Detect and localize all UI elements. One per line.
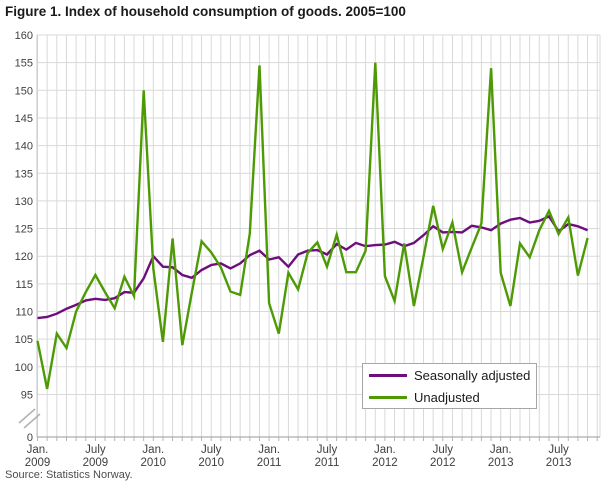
- svg-text:95: 95: [21, 389, 33, 401]
- x-axis-labels: Jan.2009July2009Jan.2010July2010Jan.2011…: [25, 444, 572, 469]
- svg-text:2009: 2009: [83, 457, 109, 469]
- svg-text:July: July: [317, 444, 338, 456]
- svg-text:135: 135: [15, 168, 33, 180]
- svg-text:140: 140: [15, 141, 33, 153]
- svg-text:2012: 2012: [372, 457, 398, 469]
- svg-text:115: 115: [15, 279, 33, 291]
- svg-text:105: 105: [15, 334, 33, 346]
- svg-text:2013: 2013: [488, 457, 514, 469]
- svg-text:125: 125: [15, 224, 33, 236]
- unadjusted-line: [36, 62, 589, 390]
- svg-text:July: July: [201, 444, 222, 456]
- chart-legend: Seasonally adjusted Unadjusted: [362, 363, 537, 409]
- horizontal-gridlines: [37, 34, 600, 395]
- svg-text:0: 0: [27, 432, 33, 444]
- seasonally-adjusted-line-swatch-icon: [369, 373, 407, 377]
- svg-text:120: 120: [15, 251, 33, 263]
- svg-text:2010: 2010: [141, 457, 167, 469]
- unadjusted-line-swatch-icon: [369, 395, 407, 399]
- svg-text:2010: 2010: [198, 457, 224, 469]
- svg-text:100: 100: [15, 362, 33, 374]
- legend-item-unadjusted: Unadjusted: [369, 388, 530, 406]
- svg-text:130: 130: [15, 196, 33, 208]
- svg-text:July: July: [548, 444, 569, 456]
- x-axis-ticks: [37, 437, 598, 441]
- svg-text:July: July: [85, 444, 106, 456]
- svg-text:2012: 2012: [430, 457, 456, 469]
- legend-label-unadjusted: Unadjusted: [414, 389, 480, 405]
- chart-title: Figure 1. Index of household consumption…: [5, 4, 406, 19]
- source-note: Source: Statistics Norway.: [5, 469, 133, 481]
- y-axis-labels: 160 155 150 145 140 135 130 125 120 115 110 105 100 9…: [15, 30, 33, 444]
- svg-text:Jan.: Jan.: [27, 444, 49, 456]
- svg-text:2013: 2013: [546, 457, 572, 469]
- svg-text:Jan.: Jan.: [490, 444, 512, 456]
- legend-label-seasonally-adjusted: Seasonally adjusted: [414, 367, 531, 383]
- svg-text:Jan.: Jan.: [258, 444, 280, 456]
- svg-text:160: 160: [15, 30, 33, 42]
- axis-break-icon: [18, 408, 41, 429]
- svg-text:Jan.: Jan.: [374, 444, 396, 456]
- svg-text:150: 150: [15, 85, 33, 97]
- legend-item-seasonally-adjusted: Seasonally adjusted: [369, 366, 530, 384]
- svg-text:110: 110: [15, 307, 33, 319]
- vertical-gridlines: [37, 35, 601, 437]
- svg-text:2011: 2011: [257, 457, 282, 469]
- seasonally-adjusted-line: [37, 214, 589, 320]
- svg-text:July: July: [433, 444, 454, 456]
- svg-text:145: 145: [15, 113, 33, 125]
- svg-text:Jan.: Jan.: [142, 444, 164, 456]
- svg-text:2009: 2009: [25, 457, 51, 469]
- svg-text:155: 155: [15, 58, 33, 70]
- svg-text:2011: 2011: [315, 457, 340, 469]
